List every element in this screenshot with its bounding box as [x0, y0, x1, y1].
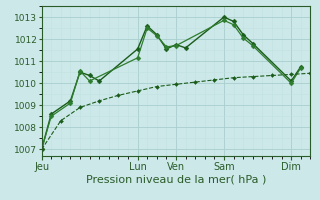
X-axis label: Pression niveau de la mer( hPa ): Pression niveau de la mer( hPa ) — [86, 174, 266, 184]
